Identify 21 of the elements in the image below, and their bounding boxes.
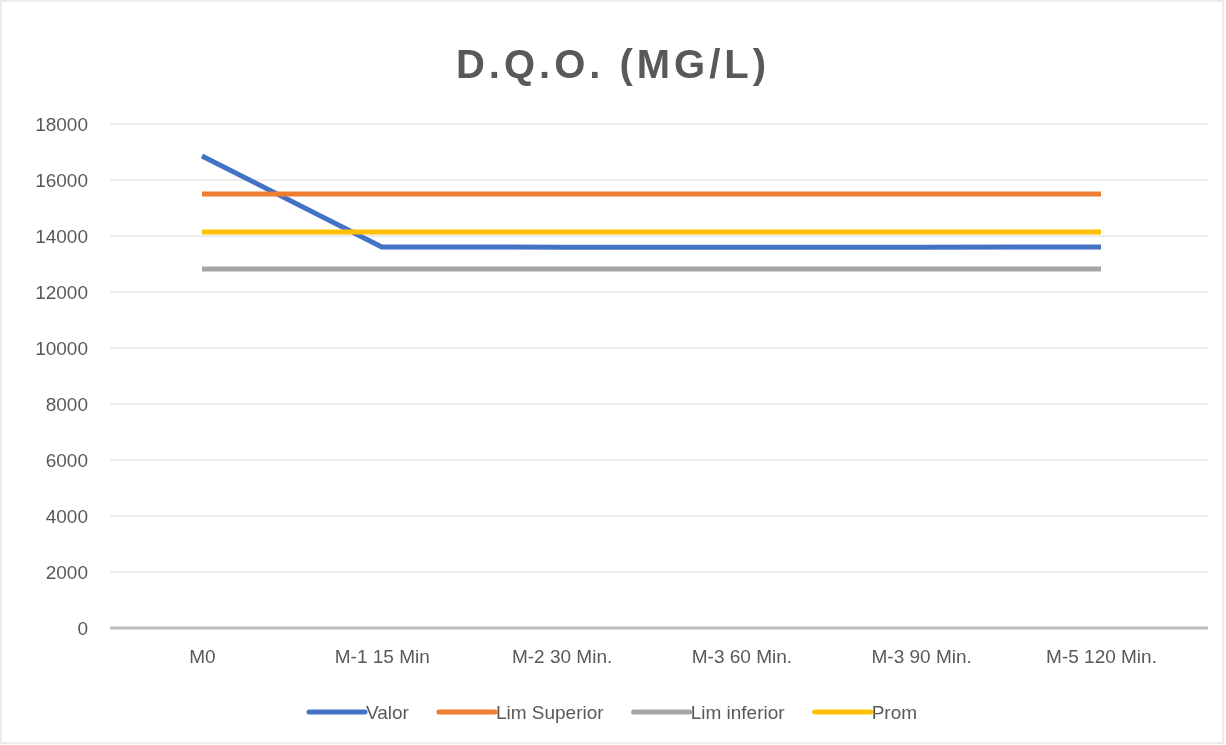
x-tick-label: M-3 60 Min. <box>691 646 793 668</box>
y-tick-label: 16000 <box>35 169 88 191</box>
y-tick-label: 10000 <box>35 337 88 359</box>
legend-label: Valor <box>365 702 410 723</box>
y-tick-label: 12000 <box>35 281 88 303</box>
y-tick-label: 2000 <box>45 561 88 583</box>
x-tick-label: M-2 30 Min. <box>511 646 613 668</box>
x-tick-label: M-1 15 Min <box>334 646 430 668</box>
y-tick-label: 18000 <box>35 113 88 135</box>
chart-title: D.Q.O. (MG/L) <box>455 42 771 86</box>
x-tick-label: M-5 120 Min. <box>1046 646 1157 668</box>
x-tick-label: M-3 90 Min. <box>871 646 972 668</box>
y-tick-label: 0 <box>77 617 88 639</box>
y-tick-label: 6000 <box>45 449 88 471</box>
y-tick-label: 4000 <box>45 505 88 527</box>
legend-label: Lim Superior <box>495 702 605 723</box>
y-tick-label: 14000 <box>35 225 88 247</box>
x-tick-label: M0 <box>189 646 216 668</box>
legend-label: Prom <box>871 702 918 723</box>
legend-label: Lim inferior <box>690 702 786 723</box>
y-tick-label: 8000 <box>45 393 88 415</box>
